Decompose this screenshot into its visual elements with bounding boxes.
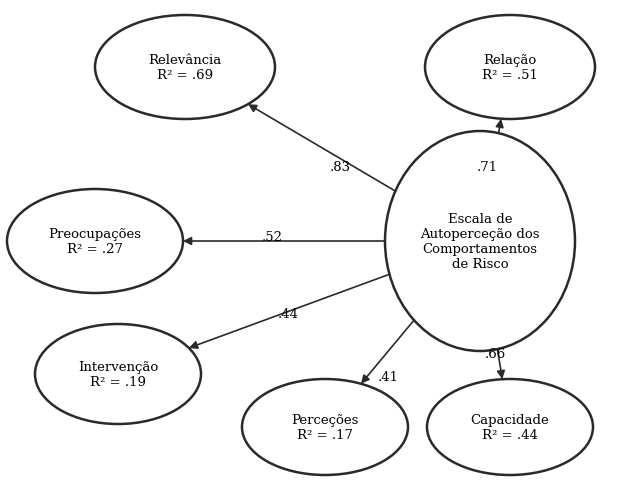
Text: Preocupações
R² = .27: Preocupações R² = .27 [49,227,141,256]
Text: Perceções
R² = .17: Perceções R² = .17 [291,413,358,441]
Text: .44: .44 [277,308,298,321]
Text: Intervenção
R² = .19: Intervenção R² = .19 [78,360,158,388]
Text: .83: .83 [330,161,351,174]
Text: Capacidade
R² = .44: Capacidade R² = .44 [471,413,550,441]
Text: .52: .52 [261,231,282,244]
Text: .66: .66 [484,348,505,361]
Text: Escala de
Autoperceção dos
Comportamentos
de Risco: Escala de Autoperceção dos Comportamento… [420,212,540,271]
Text: .71: .71 [477,161,498,174]
Text: Relação
R² = .51: Relação R² = .51 [482,54,538,82]
Text: .41: .41 [378,371,399,384]
Text: Relevância
R² = .69: Relevância R² = .69 [148,54,222,82]
